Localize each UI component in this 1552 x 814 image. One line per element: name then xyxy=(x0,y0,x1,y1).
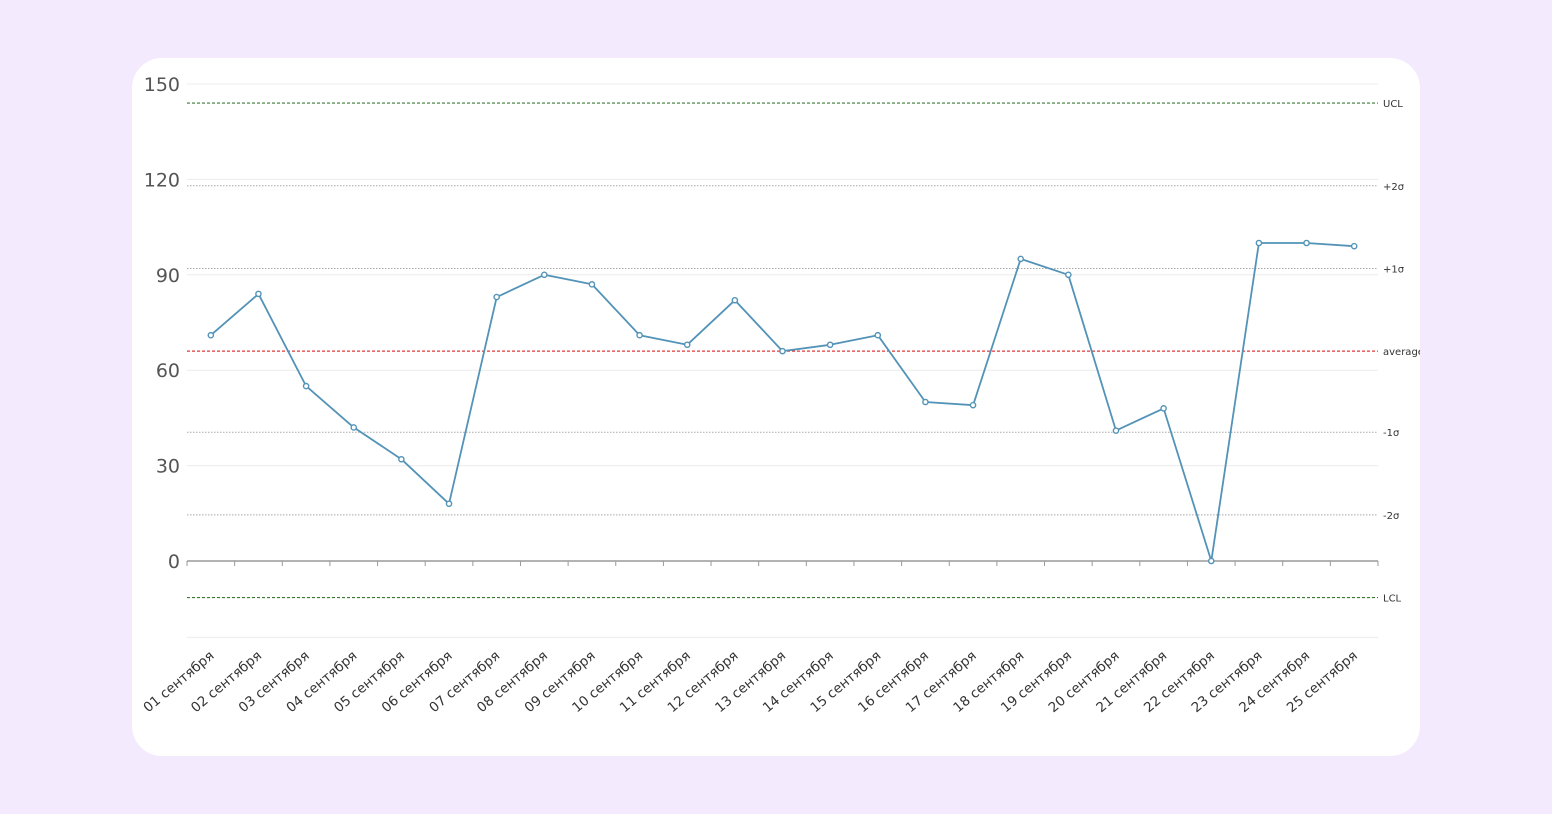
data-point xyxy=(1255,239,1263,247)
data-point xyxy=(588,281,596,288)
reference-line-label: average xyxy=(1383,347,1420,358)
data-point xyxy=(1065,271,1072,279)
y-tick-label: 30 xyxy=(156,456,180,478)
chart-card: 0 30 60 90 120 150 UCL +2σ +1σ average -1σ -2σ LCL 01… xyxy=(132,58,1420,756)
data-point xyxy=(1303,239,1310,247)
y-tick-label: 120 xyxy=(144,169,180,191)
data-point xyxy=(874,331,882,339)
data-point xyxy=(1350,242,1358,250)
data-point xyxy=(636,331,643,339)
data-point xyxy=(445,500,453,508)
data-point xyxy=(493,293,500,301)
data-point xyxy=(731,296,739,304)
data-point xyxy=(1017,255,1025,263)
data-point xyxy=(779,347,786,355)
data-point xyxy=(302,382,310,390)
reference-line-label: +2σ xyxy=(1383,182,1405,193)
reference-line-label: +1σ xyxy=(1383,264,1405,275)
data-point xyxy=(922,398,929,406)
reference-line-label: -2σ xyxy=(1383,511,1400,522)
data-point xyxy=(969,401,977,409)
reference-line-label: -1σ xyxy=(1383,428,1400,439)
y-tick-label: 60 xyxy=(156,360,180,382)
data-point xyxy=(683,341,691,349)
series-line xyxy=(210,242,1355,562)
y-tick-label: 150 xyxy=(144,74,180,96)
data-point xyxy=(398,455,405,463)
data-point xyxy=(540,271,548,279)
data-point xyxy=(350,424,358,431)
data-point xyxy=(1112,427,1120,434)
data-point xyxy=(255,290,262,298)
data-point xyxy=(826,341,834,349)
data-point xyxy=(1207,557,1215,565)
control-chart: 0306090120150UCL+2σ+1σaverage-1σ-2σLCL01… xyxy=(140,74,1420,716)
y-tick-label: 90 xyxy=(156,265,180,287)
data-point xyxy=(207,331,215,339)
reference-line-label: LCL xyxy=(1383,594,1402,605)
data-point xyxy=(1160,405,1167,412)
y-tick-label: 0 xyxy=(168,551,180,573)
reference-line-label: UCL xyxy=(1383,99,1403,110)
